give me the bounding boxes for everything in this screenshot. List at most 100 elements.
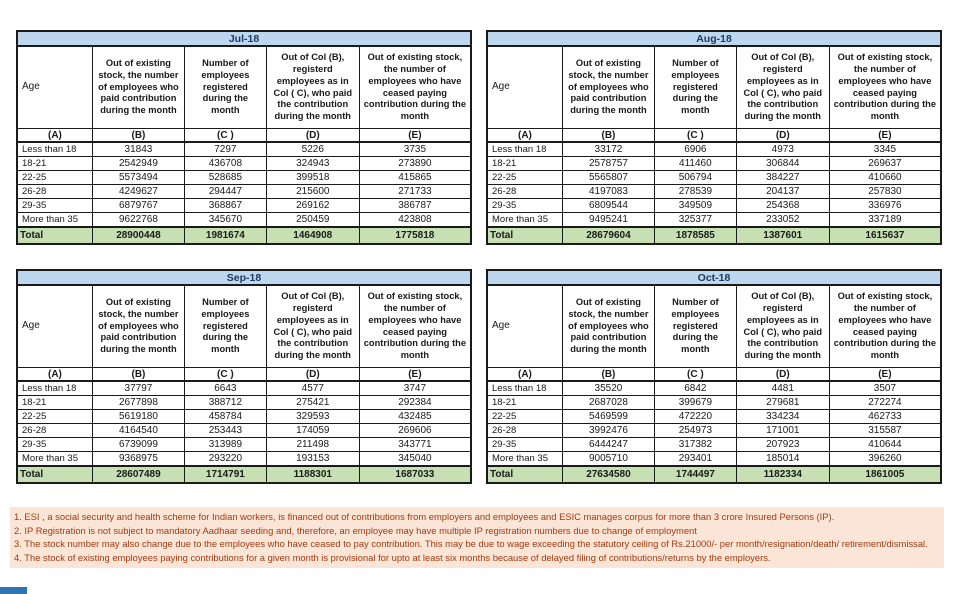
month-table-oct-18: Oct-18 Age Out of existing stock, the nu… (486, 269, 942, 484)
value-cell: 5619180 (91, 409, 186, 424)
sheet-accent-bar (0, 587, 27, 594)
age-group-cell: 22-25 (486, 409, 563, 424)
age-group-cell: 18-21 (16, 395, 93, 410)
value-cell: 4481 (735, 380, 830, 396)
total-value-cell: 1387601 (735, 226, 830, 245)
value-cell: 313989 (184, 437, 267, 452)
column-letter: (B) (561, 367, 656, 382)
column-description: Out of existing stock, the number of emp… (91, 45, 186, 129)
value-cell: 3747 (358, 380, 472, 396)
column-letter: (C ) (184, 367, 267, 382)
age-group-cell: 18-21 (486, 395, 563, 410)
value-cell: 269606 (358, 423, 472, 438)
column-description-row: Age Out of existing stock, the number of… (16, 284, 472, 368)
total-value-cell: 1464908 (265, 226, 360, 245)
table-row: 29-35 6739099 313989 211498 343771 (16, 437, 472, 452)
value-cell: 254368 (735, 198, 830, 213)
table-row: 29-35 6444247 317382 207923 410644 (486, 437, 942, 452)
value-cell: 345040 (358, 451, 472, 467)
column-letter: (E) (358, 128, 472, 143)
footnotes: 1. ESI , a social security and health sc… (10, 507, 944, 569)
age-group-cell: 26-28 (486, 184, 563, 199)
value-cell: 325377 (654, 212, 737, 228)
column-letter: (D) (265, 128, 360, 143)
column-letters-row: (A) (B) (C ) (D) (E) (16, 367, 472, 382)
value-cell: 273890 (358, 156, 472, 171)
age-group-cell: 18-21 (16, 156, 93, 171)
age-header: Age (16, 45, 93, 129)
value-cell: 9495241 (561, 212, 656, 228)
value-cell: 185014 (735, 451, 830, 467)
value-cell: 4973 (735, 141, 830, 157)
age-group-cell: More than 35 (16, 212, 93, 228)
table-row: More than 35 9495241 325377 233052 337189 (486, 212, 942, 228)
column-description: Out of existing stock, the number of emp… (358, 284, 472, 368)
age-group-cell: 22-25 (16, 170, 93, 185)
age-group-cell: 26-28 (16, 184, 93, 199)
value-cell: 193153 (265, 451, 360, 467)
column-description: Out of existing stock, the number of emp… (91, 284, 186, 368)
table-row: Less than 18 31843 7297 5226 3735 (16, 141, 472, 157)
table-row: 22-25 5573494 528685 399518 415865 (16, 170, 472, 185)
value-cell: 4249627 (91, 184, 186, 199)
value-cell: 37797 (91, 380, 186, 396)
footnote-line: 2. IP Registration is not subject to man… (14, 524, 697, 536)
value-cell: 6842 (654, 380, 737, 396)
total-label-cell: Total (486, 226, 563, 245)
value-cell: 233052 (735, 212, 830, 228)
age-group-cell: Less than 18 (16, 141, 93, 157)
table-row: 18-21 2677898 388712 275421 292384 (16, 395, 472, 410)
month-title-row: Aug-18 (486, 30, 942, 47)
value-cell: 3735 (358, 141, 472, 157)
column-letter: (B) (91, 128, 186, 143)
total-row: Total 28607489 1714791 1188301 1687033 (16, 465, 472, 484)
age-group-cell: 29-35 (16, 198, 93, 213)
value-cell: 269637 (828, 156, 942, 171)
value-cell: 432485 (358, 409, 472, 424)
table-row: 18-21 2542949 436708 324943 273890 (16, 156, 472, 171)
value-cell: 3507 (828, 380, 942, 396)
value-cell: 6879767 (91, 198, 186, 213)
month-table-jul-18: Jul-18 Age Out of existing stock, the nu… (16, 30, 472, 245)
table-row: 22-25 5619180 458784 329593 432485 (16, 409, 472, 424)
age-group-cell: 29-35 (486, 437, 563, 452)
value-cell: 250459 (265, 212, 360, 228)
month-table-body: Less than 18 37797 6643 4577 3747 18-21 267789… (16, 380, 472, 467)
value-cell: 306844 (735, 156, 830, 171)
value-cell: 271733 (358, 184, 472, 199)
value-cell: 5226 (265, 141, 360, 157)
esic-report-page: { "table_headers": { "age_label": "Age",… (0, 30, 954, 594)
column-letters-row: (A) (B) (C ) (D) (E) (486, 128, 942, 143)
total-row: Total 28679604 1878585 1387601 1615637 (486, 226, 942, 245)
value-cell: 215600 (265, 184, 360, 199)
month-title: Aug-18 (486, 30, 942, 47)
age-group-cell: 29-35 (16, 437, 93, 452)
value-cell: 2578757 (561, 156, 656, 171)
month-title: Oct-18 (486, 269, 942, 286)
total-label-cell: Total (16, 226, 93, 245)
value-cell: 31843 (91, 141, 186, 157)
age-group-cell: Less than 18 (16, 380, 93, 396)
value-cell: 6444247 (561, 437, 656, 452)
table-row: 26-28 3992476 254973 171001 315587 (486, 423, 942, 438)
total-value-cell: 1981674 (184, 226, 267, 245)
age-group-cell: More than 35 (16, 451, 93, 467)
total-value-cell: 1182334 (735, 465, 830, 484)
column-description: Number of employees registered during th… (654, 284, 737, 368)
value-cell: 3992476 (561, 423, 656, 438)
value-cell: 293401 (654, 451, 737, 467)
value-cell: 292384 (358, 395, 472, 410)
value-cell: 4197083 (561, 184, 656, 199)
table-row: 26-28 4164540 253443 174059 269606 (16, 423, 472, 438)
column-description-row: Age Out of existing stock, the number of… (16, 45, 472, 129)
value-cell: 337189 (828, 212, 942, 228)
age-header: Age (486, 284, 563, 368)
age-group-cell: 22-25 (16, 409, 93, 424)
total-value-cell: 1775818 (358, 226, 472, 245)
value-cell: 399518 (265, 170, 360, 185)
value-cell: 254973 (654, 423, 737, 438)
value-cell: 5565807 (561, 170, 656, 185)
column-letter: (C ) (654, 128, 737, 143)
value-cell: 315587 (828, 423, 942, 438)
table-row: 26-28 4249627 294447 215600 271733 (16, 184, 472, 199)
